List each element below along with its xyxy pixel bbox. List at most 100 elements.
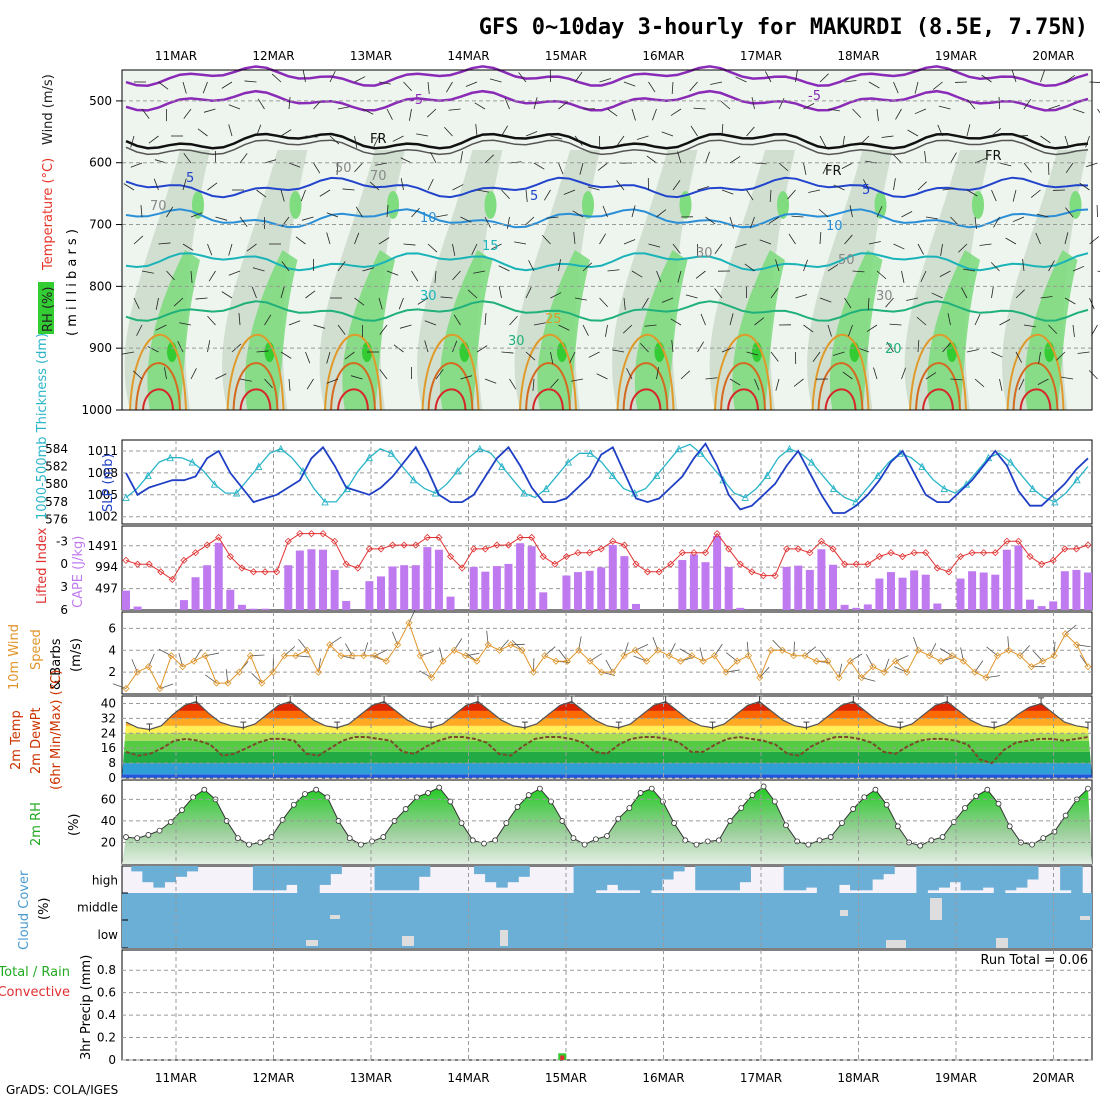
high-cloud-bar xyxy=(794,866,807,891)
wind-speed-marker xyxy=(167,652,175,660)
wind-barb xyxy=(819,232,822,245)
wind-barb xyxy=(501,351,514,354)
wind-barb xyxy=(354,232,360,245)
temperature-label: Temperature (°C) xyxy=(41,158,56,271)
wind-barb xyxy=(306,378,314,390)
wind-barb xyxy=(305,290,316,299)
wind-speed-marker xyxy=(416,652,424,660)
lifted-index-marker xyxy=(1049,556,1057,564)
rh-plume-green xyxy=(829,250,883,410)
wind-speed-marker xyxy=(1084,663,1092,671)
wind-barb xyxy=(153,178,159,191)
wind-barb xyxy=(751,97,755,110)
cape-bar xyxy=(620,556,629,610)
rh-marker xyxy=(592,836,599,843)
wind-barb xyxy=(452,270,461,281)
precip-grid xyxy=(122,950,1092,1061)
wind-speed-marker xyxy=(982,674,990,682)
high-cloud-bar xyxy=(728,866,740,891)
high-cloud-bar xyxy=(717,866,729,891)
contour-35c xyxy=(142,388,174,411)
thickness-slp-series xyxy=(122,442,1089,514)
wind-barb xyxy=(865,160,878,164)
wind-barb xyxy=(714,288,723,299)
lifted-tick-label: -3 xyxy=(56,534,68,548)
temperature-contour xyxy=(125,89,1089,112)
thickness-slp-frame xyxy=(121,439,1093,525)
contour-35c xyxy=(629,388,662,411)
contour-label: 50 xyxy=(335,161,352,176)
high-cloud-bar xyxy=(164,866,176,883)
wind-barb xyxy=(966,124,971,137)
cape-bar xyxy=(295,550,304,610)
rh-marker xyxy=(536,785,543,792)
wind-barb xyxy=(842,135,845,148)
wind-barb xyxy=(656,209,667,218)
wind-barb xyxy=(195,297,208,300)
wind-barb xyxy=(202,81,208,94)
wind-barb xyxy=(533,97,538,110)
high-cloud-bar xyxy=(263,866,276,891)
wind-barb xyxy=(827,264,839,272)
wind-barb xyxy=(354,135,358,148)
temperature-contour xyxy=(125,139,1089,156)
contour-30c xyxy=(915,362,961,411)
high-cloud-bar xyxy=(153,866,165,888)
wind-speed-marker xyxy=(824,657,832,665)
slp-tick-label: 1011 xyxy=(87,444,118,458)
cloud-gap xyxy=(500,930,508,946)
wind-barb xyxy=(1077,351,1090,354)
wind-barb xyxy=(350,375,363,380)
wind-barb xyxy=(411,207,420,218)
rh-marker xyxy=(604,833,610,839)
high-cloud-bar xyxy=(474,866,486,875)
wind-barb xyxy=(460,151,463,164)
high-cloud-bar xyxy=(374,866,387,891)
rh-marker xyxy=(201,786,208,793)
wind-barb xyxy=(849,205,853,218)
wind-barb xyxy=(844,234,853,245)
lifted-tick-label: 3 xyxy=(60,580,68,594)
wind-barb xyxy=(386,108,393,120)
lifted-index-marker xyxy=(991,549,999,557)
lifted-index-marker xyxy=(771,572,779,580)
wind-barb xyxy=(631,205,636,218)
wind-barb xyxy=(490,243,502,250)
wind-barb xyxy=(313,324,326,329)
wind-barb xyxy=(572,210,584,218)
high-cloud-bar xyxy=(695,866,707,891)
bottom-date-label: 19MAR xyxy=(935,1071,977,1085)
lifted-index-marker xyxy=(458,564,466,572)
wind-barb xyxy=(375,162,388,166)
slp-tick-label: 1008 xyxy=(87,466,118,480)
top-date-label: 18MAR xyxy=(837,49,879,63)
temperature-tick-label: 40 xyxy=(101,696,116,710)
wind-barb xyxy=(133,297,140,309)
cape-bar xyxy=(423,547,432,610)
lifted-index-marker xyxy=(748,568,756,576)
wind-barb xyxy=(827,108,840,112)
high-cloud-bar xyxy=(584,866,597,893)
wind-barb xyxy=(342,188,355,191)
wind-barb xyxy=(867,297,870,310)
cape-bar xyxy=(214,542,223,610)
wind-barb xyxy=(504,97,510,110)
wind-barb xyxy=(409,108,412,121)
wind-speed-marker xyxy=(858,674,866,682)
bottom-date-label: 13MAR xyxy=(350,1071,392,1085)
wind-barb xyxy=(379,369,388,380)
thickness-tick-label: 576 xyxy=(45,513,68,527)
cape-bar xyxy=(1026,599,1035,610)
cape-bar xyxy=(898,577,907,610)
wind-barb xyxy=(550,378,559,389)
lifted-index-marker xyxy=(203,541,211,549)
bottom-date-label: 17MAR xyxy=(740,1071,782,1085)
rh-marker xyxy=(313,786,320,793)
wind-barb xyxy=(336,162,339,175)
top-date-label: 12MAR xyxy=(252,49,294,63)
rh-tick-label: 40 xyxy=(101,814,116,828)
cape-bar xyxy=(829,564,838,610)
wind-barb xyxy=(1038,351,1041,364)
wind-barb xyxy=(677,151,682,164)
